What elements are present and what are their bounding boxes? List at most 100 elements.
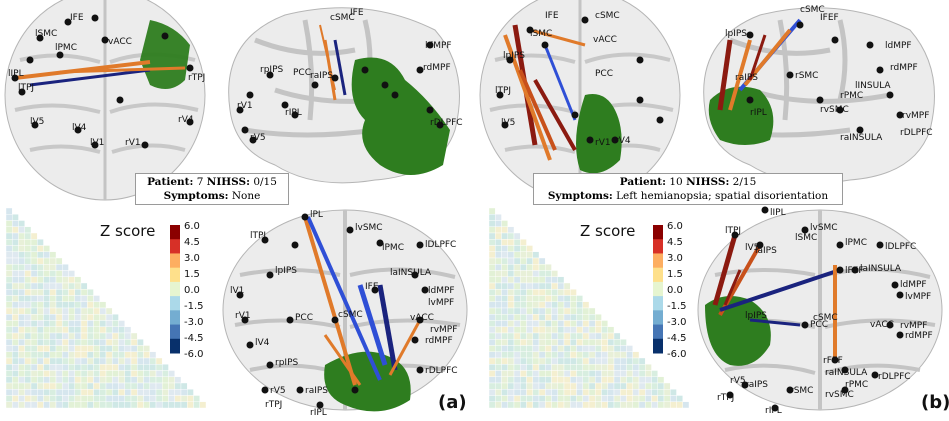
matrix-cell [130,357,138,365]
matrix-cell [93,301,100,309]
matrix-cell [55,264,63,271]
matrix-cell [62,320,69,327]
matrix-cell [37,351,44,359]
matrix-cell [187,401,194,409]
matrix-cell [12,307,19,315]
matrix-cell [30,401,38,409]
matrix-cell [607,382,615,390]
matrix-cell [155,395,163,402]
brain-label: raIPS [745,380,768,390]
matrix-cell [24,270,32,277]
matrix-cell [68,326,75,334]
brain-label: lTPJ [495,86,511,96]
matrix-cell [551,307,558,315]
matrix-cell [495,351,502,359]
matrix-cell [501,345,508,352]
brain-label: IFEF [820,13,839,23]
matrix-cell [112,395,119,402]
matrix-cell [595,320,602,327]
matrix-cell [495,239,502,246]
matrix-cell [557,282,565,290]
matrix-cell [80,326,88,334]
matrix-cell [62,332,69,340]
brain-label: rV1 [235,311,251,321]
colorbar-segment [653,338,663,354]
matrix-cell [520,282,527,290]
matrix-cell [488,314,496,321]
matrix-cell [37,307,44,315]
matrix-cell [18,345,25,352]
brain-label: lvSMC [355,223,383,233]
matrix-cell [80,314,88,321]
matrix-cell [124,345,132,352]
matrix-cell [582,376,590,384]
matrix-cell [526,295,533,302]
matrix-cell [87,376,94,384]
matrix-cell [149,389,157,396]
matrix-cell [557,314,565,321]
matrix-cell [68,301,75,309]
matrix-cell [130,339,138,346]
matrix-cell [651,401,658,409]
matrix-cell [520,357,527,365]
matrix-cell [55,364,63,371]
z-score-matrix-a [5,207,207,409]
colorbar-segment [170,239,180,254]
matrix-cell [570,376,577,384]
matrix-cell [168,395,175,402]
brain-label: rdMPF [890,63,918,73]
matrix-cell [24,226,32,234]
matrix-cell [80,376,88,384]
matrix-cell [99,357,107,365]
matrix-cell [620,389,627,396]
matrix-cell [118,357,125,365]
matrix-cell [545,364,552,371]
matrix-cell [12,332,19,340]
matrix-cell [62,376,69,384]
brain-label: rV1 [237,101,253,111]
brain-label: cSMC [338,310,363,320]
matrix-cell [620,339,627,346]
matrix-cell [507,345,515,352]
brain-label: lSMC [530,29,552,39]
matrix-cell [488,395,496,402]
matrix-cell [557,357,565,365]
matrix-cell [74,401,82,409]
matrix-cell [118,382,125,390]
matrix-cell [513,339,521,346]
brain-label: raIPS [735,73,758,83]
matrix-cell [30,251,38,259]
matrix-cell [513,289,521,296]
matrix-cell [43,307,50,315]
matrix-cell [488,226,496,234]
matrix-cell [62,264,69,271]
matrix-cell [526,339,533,346]
matrix-cell [532,395,540,402]
matrix-cell [532,345,540,352]
matrix-cell [570,401,577,409]
matrix-cell [93,364,100,371]
matrix-cell [582,332,590,340]
brain-axial-view-b: IFE cSMC lSMC vACC lpIPS lTPJ lV5 PCC rV… [479,0,681,201]
matrix-cell [638,389,646,396]
brain-label: lvSMC [810,223,838,233]
matrix-cell [545,357,552,365]
matrix-cell [30,339,38,346]
matrix-cell [526,314,533,321]
matrix-cell [68,314,75,321]
brain-label: lDLPFC [425,240,456,250]
colorbar-segment [170,310,180,326]
matrix-cell [557,289,565,296]
matrix-cell [488,307,496,315]
matrix-cell [576,389,583,396]
matrix-cell [538,351,546,359]
matrix-cell [520,364,527,371]
matrix-cell [607,332,615,340]
matrix-cell [495,257,502,265]
matrix-cell [488,276,496,284]
matrix-cell [520,276,527,284]
matrix-cell [538,332,546,340]
matrix-cell [501,376,508,384]
matrix-cell [613,370,621,377]
matrix-cell [43,326,50,334]
